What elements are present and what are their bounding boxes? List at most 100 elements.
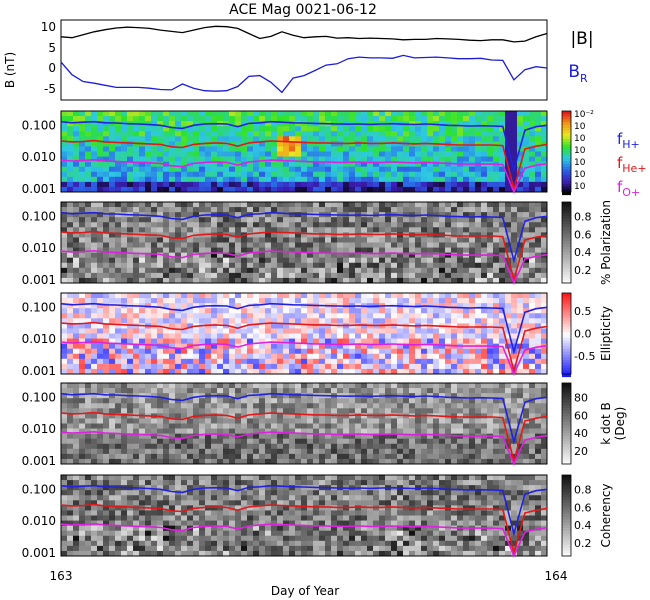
ellipticity-cell [211,298,218,304]
power-cell [457,156,464,162]
power-cell [361,151,368,157]
polarization-cell [169,267,176,274]
ellipticity-cell [229,318,236,324]
ellipticity-cell [205,353,212,360]
power-cell [373,161,380,167]
power-cell [91,141,98,147]
ellipticity-cell [115,318,122,324]
polarization-cell [457,277,464,284]
polarization-cell [355,207,362,213]
polarization-cell [397,227,404,233]
ellipticity-cell [133,298,140,304]
power-cell [181,176,188,183]
polarization-cell [211,272,218,279]
ellipticity-cell [355,313,362,319]
power-cell [427,116,434,122]
polarization-cell [193,242,200,248]
power-cell [247,176,254,183]
polarization-cell [535,212,542,218]
polarization-cell [385,222,392,228]
ellipticity-cell [91,328,98,334]
ellipticity-cell [103,353,110,360]
ellipticity-cell [433,308,440,314]
ellipticity-cell [277,363,284,370]
power-cell [229,156,236,162]
kdotb-cell [175,453,182,460]
power-cell [535,111,542,117]
ellipticity-cell [139,328,146,334]
ellipticity-colorbar-step [562,334,571,338]
ellipticity-cell [121,358,128,365]
power-cell [277,166,284,173]
power-cell [145,181,152,188]
power-cell [469,151,476,157]
power-cell [235,141,242,147]
polarization-cell [391,267,398,274]
power-cell [379,116,386,122]
polarization-cell [451,272,458,279]
kdotb-cell [307,383,314,389]
kdotb-cell [97,423,104,429]
ellipticity-cell [247,328,254,334]
ellipticity-cell [541,333,548,339]
ellipticity-cell [85,348,92,355]
kdotb-cell [223,408,230,414]
polarization-cell [355,237,362,243]
kdotb-cell [73,453,80,460]
power-cell [289,136,296,142]
polarization-cell [367,277,374,284]
power-cell [493,156,500,162]
polarization-cell [265,207,272,213]
power-colorbar-step [562,124,571,129]
ellipticity-cell [229,293,236,299]
polarization-cell [145,267,152,274]
power-cell [235,126,242,132]
polarization-cell [391,252,398,258]
power-cell [145,111,152,117]
polarization-cell [313,232,320,238]
power-cell [283,176,290,183]
power-cell [139,131,146,137]
polarization-cell [325,222,332,228]
kdotb-cell [241,433,248,439]
power-cell [445,161,452,167]
power-cell [349,126,356,132]
ellipticity-cell [253,343,260,349]
ellipticity-cell [91,318,98,324]
polarization-cell [523,217,530,223]
polarization-cell [283,217,290,223]
power-cell [415,186,422,193]
kdotb-cell [79,383,86,389]
power-cell [415,111,422,117]
ellipticity-cell [541,308,548,314]
polarization-cell [475,272,482,279]
power-cell [355,186,362,193]
power-cell [205,111,212,117]
kdotb-cell [79,458,86,465]
kdotb-cell [145,388,152,394]
polarization-cell [133,227,140,233]
power-cell [325,186,332,193]
ellipticity-cell [133,343,140,349]
polarization-cell [181,237,188,243]
power-cell [127,151,134,157]
polarization-cell [337,247,344,253]
polarization-cell [319,237,326,243]
ellipticity-cell [109,323,116,329]
power-cell [313,116,320,122]
power-cell [79,131,86,137]
power-cell [475,186,482,193]
kdotb-cell [265,388,272,394]
ellipticity-cell [271,313,278,319]
polarization-cell [415,222,422,228]
ellipticity-cell [469,298,476,304]
power-colorbar-step [562,166,571,170]
ellipticity-cell [229,363,236,370]
kdotb-cell [295,418,302,424]
power-cell [517,181,524,188]
polarization-cell [61,252,68,258]
ellipticity-cell [445,303,452,309]
ellipticity-cell [205,298,212,304]
polarization-cell [439,237,446,243]
polarization-cell [445,202,452,208]
